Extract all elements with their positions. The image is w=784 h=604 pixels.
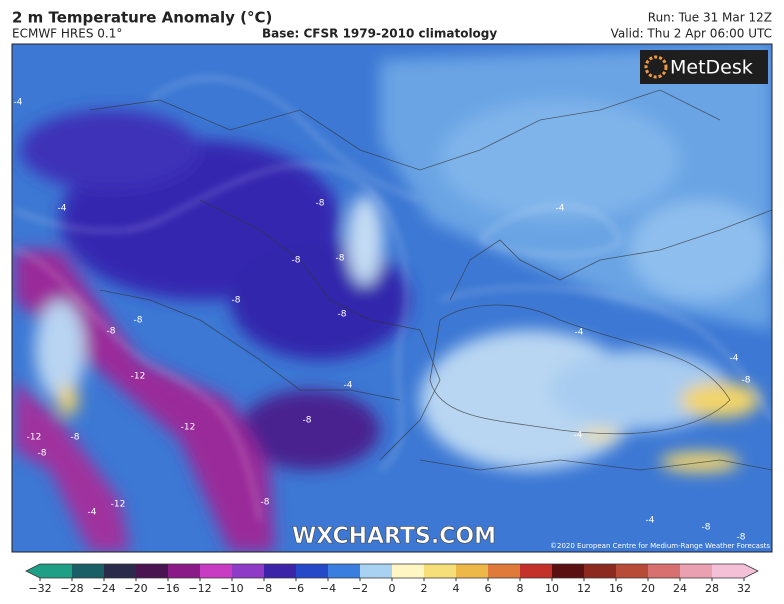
contour-labels: -4 -4 -8 -8 -8 -8 -8 -8 -8 -12 -12 -12 -8 -8 -12 -8 -8 -4… (14, 98, 751, 543)
contour-label: -4 (556, 204, 565, 214)
colorbar-tick-label: −2 (352, 582, 368, 595)
contour-label: -4 (575, 328, 584, 338)
colorbar-segment (296, 564, 329, 578)
colorbar-segment (360, 564, 393, 578)
contour-label: -4 (58, 204, 67, 214)
colorbar-tick-label: −6 (288, 582, 304, 595)
colorbar-tick-label: −16 (156, 582, 179, 595)
colorbar-segment (488, 564, 521, 578)
borders (89, 89, 772, 471)
colorbar-segment (552, 564, 585, 578)
colorbar-segment (232, 564, 265, 578)
copyright: ©2020 European Centre for Medium-Range W… (550, 542, 770, 550)
contour-label: -8 (737, 533, 746, 543)
colorbar-tick-label: −32 (28, 582, 51, 595)
colorbar-tick-label: 0 (389, 582, 396, 595)
colorbar-tick-label: −12 (188, 582, 211, 595)
colorbar-segment (168, 564, 201, 578)
contour-label: -4 (730, 354, 739, 364)
title: 2 m Temperature Anomaly (°C) (12, 9, 272, 27)
contour-label: -8 (134, 316, 143, 326)
contour-label: -8 (292, 256, 301, 266)
colorbar-tick-label: 2 (421, 582, 428, 595)
logo-box (640, 50, 768, 84)
colorbar-tick-label: −24 (92, 582, 115, 595)
logo: MetDesk (670, 57, 753, 79)
colorbar-tick-label: 20 (641, 582, 655, 595)
colorbar-segment (200, 564, 233, 578)
contour-label: -12 (131, 372, 146, 382)
colorbar: −32 −28 −24 −20 −16 −12 −10 −8 −6 −4 −2 0 2 4 6 8 10 12 16… (25, 563, 759, 595)
colorbar-tick-label: −28 (60, 582, 83, 595)
colorbar-tick-label: 4 (453, 582, 460, 595)
contour-label: -8 (702, 523, 711, 533)
contour-label: -8 (261, 498, 270, 508)
colorbar-segment (680, 564, 713, 578)
colorbar-arrow-high (744, 564, 758, 578)
colorbar-tick-label: 32 (737, 582, 751, 595)
contour-label: -8 (336, 254, 345, 264)
colorbar-segment (136, 564, 169, 578)
contour-label: -4 (574, 431, 583, 441)
contour-label: -4 (14, 98, 23, 108)
contour-label: -4 (88, 508, 97, 518)
contour-label: -8 (232, 296, 241, 306)
contour-label: -4 (646, 516, 655, 526)
colorbar-tick-label: −4 (320, 582, 336, 595)
logo-icon (644, 55, 668, 79)
contour-label: -4 (344, 381, 353, 391)
colorbar-segment (520, 564, 553, 578)
colorbar-segment (424, 564, 457, 578)
contour-label: -12 (181, 423, 196, 433)
colorbar-tick-label: 8 (517, 582, 524, 595)
colorbar-tick-label: −20 (124, 582, 147, 595)
contour-label: -12 (27, 433, 42, 443)
colorbar-tick-label: 6 (485, 582, 492, 595)
colorbar-segment (264, 564, 297, 578)
contour-label: -8 (316, 199, 325, 209)
colorbar-tick-label: 10 (545, 582, 559, 595)
watermark: WXCHARTS.COM (292, 524, 496, 549)
colorbar-arrow-low (26, 564, 40, 578)
colorbar-tick-label: 12 (577, 582, 591, 595)
contour-label: -8 (71, 433, 80, 443)
run: Run: Tue 31 Mar 12Z (648, 11, 772, 25)
map (12, 44, 772, 552)
colorbar-tick-label: 16 (609, 582, 623, 595)
colorbar-segment (648, 564, 681, 578)
colorbar-tick-label: −10 (220, 582, 243, 595)
contour-label: -8 (303, 416, 312, 426)
base: Base: CFSR 1979-2010 climatology (262, 27, 497, 41)
colorbar-tick-label: −8 (256, 582, 272, 595)
model: ECMWF HRES 0.1° (12, 27, 122, 41)
contour-label: -8 (338, 310, 347, 320)
colorbar-segment (392, 564, 425, 578)
colorbar-tick-label: 24 (673, 582, 687, 595)
colorbar-segment (72, 564, 105, 578)
contour-label: -8 (742, 376, 751, 386)
colorbar-tick-label: 28 (705, 582, 719, 595)
map-frame (11, 43, 773, 553)
colorbar-segment (104, 564, 137, 578)
contours (13, 77, 772, 521)
colorbar-segment (456, 564, 489, 578)
colorbar-segment (328, 564, 361, 578)
contour-label: -12 (111, 500, 126, 510)
colorbar-segment (584, 564, 617, 578)
valid: Valid: Thu 2 Apr 06:00 UTC (611, 27, 772, 41)
anomaly-field (14, 44, 772, 552)
contour-label: -8 (38, 449, 47, 459)
colorbar-segment (40, 564, 73, 578)
colorbar-segment (616, 564, 649, 578)
contour-label: -8 (107, 327, 116, 337)
colorbar-segment (712, 564, 745, 578)
